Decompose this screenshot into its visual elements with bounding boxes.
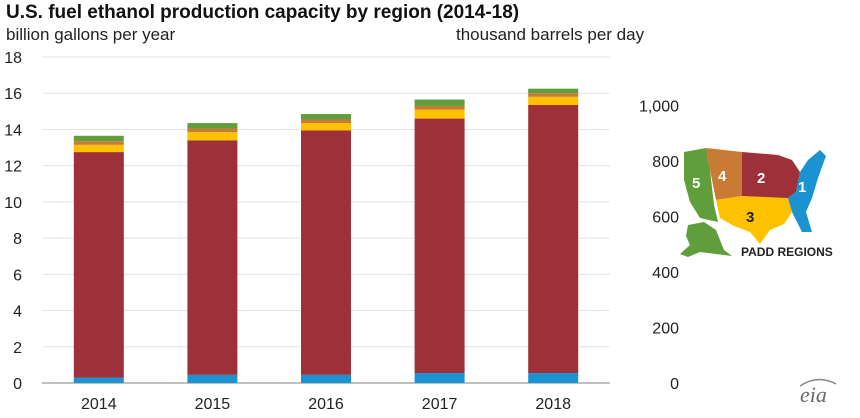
padd-region-3 xyxy=(716,196,792,244)
y-tick-label-right: 1,000 xyxy=(639,98,679,115)
y-tick-label-left: 14 xyxy=(4,122,22,139)
y-tick-label-right: 600 xyxy=(652,209,679,226)
y-tick-label-right: 800 xyxy=(652,154,679,171)
y-tick-label-left: 16 xyxy=(4,86,22,103)
bar-segment-padd-4-2015 xyxy=(187,128,238,133)
bar-segment-padd-5-2014 xyxy=(73,135,124,142)
padd-label-4: 4 xyxy=(718,168,727,185)
bar-segment-padd-2-2015 xyxy=(187,140,238,375)
left-axis-label: billion gallons per year xyxy=(6,25,176,44)
y-tick-label-right: 400 xyxy=(652,265,679,282)
bar-segment-padd-1-2018 xyxy=(528,373,579,383)
y-tick-label-left: 18 xyxy=(4,50,22,67)
bar-segment-padd-2-2017 xyxy=(414,118,465,374)
bar-segment-padd-1-2016 xyxy=(301,374,351,383)
right-axis-label: thousand barrels per day xyxy=(456,25,645,44)
padd-region-4 xyxy=(706,148,742,200)
bar-segment-padd-2-2018 xyxy=(528,104,579,374)
bar-segment-padd-5-2017 xyxy=(414,99,465,106)
x-tick-label: 2016 xyxy=(308,396,344,413)
y-tick-label-right: 200 xyxy=(652,320,679,337)
padd-region-1 xyxy=(788,150,826,232)
padd-label-5: 5 xyxy=(692,175,700,192)
y-tick-label-left: 0 xyxy=(13,376,22,393)
padd-map-legend: 5 4 2 3 1 PADD REGIONS xyxy=(680,148,833,259)
x-tick-label: 2017 xyxy=(422,396,458,413)
x-tick-label: 2018 xyxy=(535,396,571,413)
y-tick-label-left: 2 xyxy=(13,340,22,357)
x-tick-label: 2014 xyxy=(81,396,117,413)
bar-segment-padd-3-2017 xyxy=(414,109,465,119)
padd-region-5 xyxy=(684,148,718,222)
bar-segment-padd-5-2016 xyxy=(301,114,351,120)
y-tick-label-left: 8 xyxy=(13,231,22,248)
tick-labels: 0 2 4 6 8 10 12 14 16 18 0 200 400 600 800 1,000 2014 201… xyxy=(4,50,679,413)
bar-segment-padd-4-2016 xyxy=(301,119,351,124)
padd-legend-title: PADD REGIONS xyxy=(741,245,833,259)
padd-label-3: 3 xyxy=(746,209,754,226)
chart-title: U.S. fuel ethanol production capacity by… xyxy=(6,2,520,23)
bar-segment-padd-3-2014 xyxy=(73,144,124,153)
bar-segment-padd-5-2018 xyxy=(528,88,579,94)
y-tick-label-left: 10 xyxy=(4,195,22,212)
bar-segment-padd-4-2014 xyxy=(73,141,124,145)
bar-segment-padd-4-2018 xyxy=(528,93,579,97)
padd-label-2: 2 xyxy=(757,170,765,187)
padd-region-2 xyxy=(742,152,800,198)
y-tick-label-left: 6 xyxy=(13,267,22,284)
y-tick-label-left: 4 xyxy=(13,304,22,321)
bar-segment-padd-1-2015 xyxy=(187,374,238,383)
bar-segment-padd-4-2017 xyxy=(414,105,465,110)
bar-segment-padd-5-2015 xyxy=(187,123,238,129)
x-tick-label: 2015 xyxy=(195,396,231,413)
bar-segment-padd-3-2018 xyxy=(528,96,579,105)
bar-segment-padd-3-2015 xyxy=(187,132,238,141)
bar-segment-padd-2-2014 xyxy=(73,152,124,378)
bar-segment-padd-1-2014 xyxy=(73,377,124,383)
y-tick-label-left: 12 xyxy=(4,159,22,176)
bar-segment-padd-3-2016 xyxy=(301,123,351,131)
eia-logo: eia xyxy=(799,378,837,407)
bar-segment-padd-2-2016 xyxy=(301,130,351,375)
padd-region-5-alaska xyxy=(680,222,732,257)
y-tick-label-right: 0 xyxy=(670,376,679,393)
bar-segment-padd-1-2017 xyxy=(414,373,465,383)
padd-label-1: 1 xyxy=(798,179,806,196)
bars xyxy=(73,88,579,383)
svg-text:eia: eia xyxy=(800,382,827,407)
